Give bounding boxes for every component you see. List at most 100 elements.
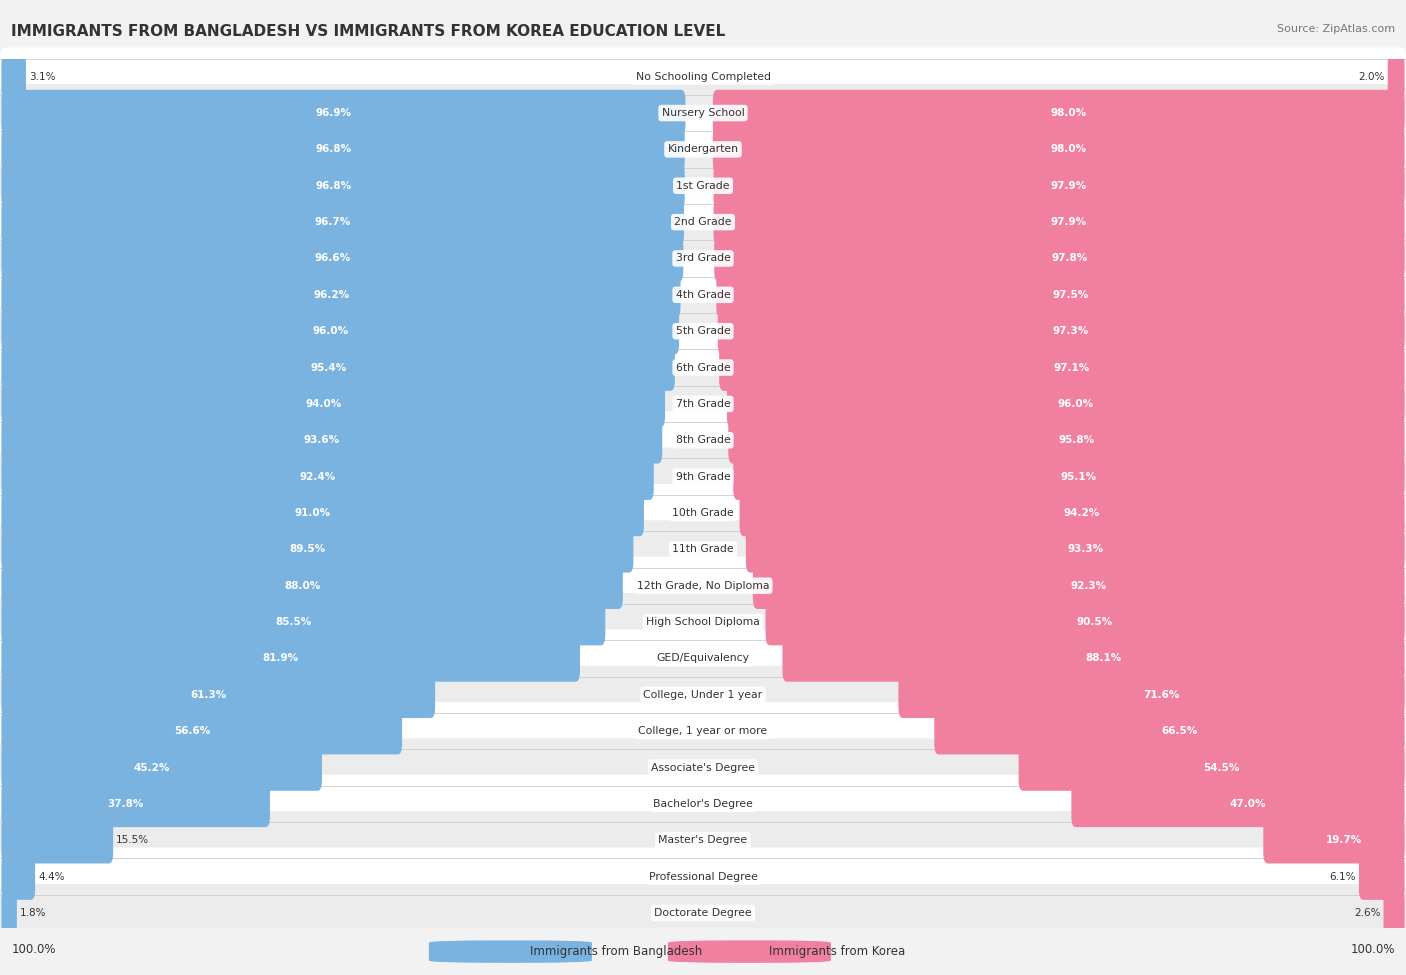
Text: 97.9%: 97.9% <box>1050 180 1087 191</box>
Text: 97.5%: 97.5% <box>1052 290 1088 300</box>
Text: Doctorate Degree: Doctorate Degree <box>654 908 752 917</box>
FancyBboxPatch shape <box>1264 817 1405 864</box>
FancyBboxPatch shape <box>1 126 685 173</box>
FancyBboxPatch shape <box>1 817 112 864</box>
FancyBboxPatch shape <box>1 599 606 645</box>
Text: 9th Grade: 9th Grade <box>676 472 730 482</box>
Text: 96.7%: 96.7% <box>315 217 352 227</box>
FancyBboxPatch shape <box>714 199 1405 246</box>
FancyBboxPatch shape <box>0 338 1406 397</box>
FancyBboxPatch shape <box>0 884 1406 942</box>
FancyBboxPatch shape <box>898 672 1405 718</box>
Text: 5th Grade: 5th Grade <box>676 327 730 336</box>
Text: 85.5%: 85.5% <box>276 617 312 627</box>
Text: Immigrants from Korea: Immigrants from Korea <box>769 945 905 958</box>
FancyBboxPatch shape <box>1071 781 1405 827</box>
FancyBboxPatch shape <box>1 163 685 209</box>
Text: 1.8%: 1.8% <box>20 908 46 917</box>
Text: Nursery School: Nursery School <box>662 108 744 118</box>
FancyBboxPatch shape <box>728 417 1405 463</box>
Text: IMMIGRANTS FROM BANGLADESH VS IMMIGRANTS FROM KOREA EDUCATION LEVEL: IMMIGRANTS FROM BANGLADESH VS IMMIGRANTS… <box>11 24 725 39</box>
FancyBboxPatch shape <box>0 847 1406 906</box>
Text: 95.1%: 95.1% <box>1060 472 1097 482</box>
Text: 97.3%: 97.3% <box>1053 327 1090 336</box>
Text: 96.8%: 96.8% <box>315 180 352 191</box>
FancyBboxPatch shape <box>1 90 686 136</box>
FancyBboxPatch shape <box>1018 744 1405 791</box>
Text: 93.6%: 93.6% <box>304 435 340 446</box>
FancyBboxPatch shape <box>0 302 1406 361</box>
Text: 96.0%: 96.0% <box>1057 399 1094 409</box>
Text: 4th Grade: 4th Grade <box>676 290 730 300</box>
FancyBboxPatch shape <box>1 672 436 718</box>
FancyBboxPatch shape <box>1388 54 1405 100</box>
FancyBboxPatch shape <box>1 563 623 609</box>
Text: 81.9%: 81.9% <box>263 653 299 663</box>
FancyBboxPatch shape <box>1 526 634 572</box>
Text: 92.4%: 92.4% <box>299 472 336 482</box>
Text: 3.1%: 3.1% <box>28 72 55 82</box>
Text: Associate's Degree: Associate's Degree <box>651 762 755 772</box>
Text: 95.8%: 95.8% <box>1059 435 1094 446</box>
FancyBboxPatch shape <box>0 84 1406 142</box>
FancyBboxPatch shape <box>1 272 681 318</box>
Text: 2nd Grade: 2nd Grade <box>675 217 731 227</box>
Text: 6th Grade: 6th Grade <box>676 363 730 372</box>
FancyBboxPatch shape <box>1 853 35 900</box>
Text: Professional Degree: Professional Degree <box>648 872 758 881</box>
FancyBboxPatch shape <box>1 744 322 791</box>
Text: High School Diploma: High School Diploma <box>647 617 759 627</box>
Text: 93.3%: 93.3% <box>1067 544 1104 555</box>
FancyBboxPatch shape <box>0 374 1406 433</box>
Text: 96.8%: 96.8% <box>315 144 352 154</box>
FancyBboxPatch shape <box>718 308 1405 355</box>
Text: 100.0%: 100.0% <box>1350 943 1395 956</box>
FancyBboxPatch shape <box>1 199 685 246</box>
FancyBboxPatch shape <box>1 344 675 391</box>
Text: Immigrants from Bangladesh: Immigrants from Bangladesh <box>530 945 703 958</box>
Text: 4.4%: 4.4% <box>38 872 65 881</box>
FancyBboxPatch shape <box>1 489 644 536</box>
FancyBboxPatch shape <box>740 489 1405 536</box>
FancyBboxPatch shape <box>0 193 1406 252</box>
Text: 100.0%: 100.0% <box>11 943 56 956</box>
FancyBboxPatch shape <box>935 708 1405 755</box>
Text: 47.0%: 47.0% <box>1230 799 1265 809</box>
Text: 71.6%: 71.6% <box>1143 689 1180 700</box>
Text: 6.1%: 6.1% <box>1330 872 1355 881</box>
Text: Source: ZipAtlas.com: Source: ZipAtlas.com <box>1277 24 1395 34</box>
Text: 94.2%: 94.2% <box>1064 508 1099 518</box>
Text: 97.1%: 97.1% <box>1053 363 1090 372</box>
Text: 15.5%: 15.5% <box>115 836 149 845</box>
Text: 37.8%: 37.8% <box>108 799 143 809</box>
Text: 2.0%: 2.0% <box>1358 72 1385 82</box>
FancyBboxPatch shape <box>717 272 1405 318</box>
FancyBboxPatch shape <box>734 453 1405 500</box>
Text: No Schooling Completed: No Schooling Completed <box>636 72 770 82</box>
FancyBboxPatch shape <box>1360 853 1405 900</box>
FancyBboxPatch shape <box>714 163 1405 209</box>
FancyBboxPatch shape <box>1 417 662 463</box>
FancyBboxPatch shape <box>1 308 679 355</box>
FancyBboxPatch shape <box>1 380 665 427</box>
Text: 97.9%: 97.9% <box>1050 217 1087 227</box>
FancyBboxPatch shape <box>0 702 1406 760</box>
Text: 98.0%: 98.0% <box>1050 144 1087 154</box>
FancyBboxPatch shape <box>0 521 1406 578</box>
FancyBboxPatch shape <box>714 235 1405 282</box>
FancyBboxPatch shape <box>1384 889 1405 936</box>
Text: 88.0%: 88.0% <box>284 581 321 591</box>
Text: 7th Grade: 7th Grade <box>676 399 730 409</box>
FancyBboxPatch shape <box>0 738 1406 797</box>
FancyBboxPatch shape <box>0 775 1406 833</box>
Text: Master's Degree: Master's Degree <box>658 836 748 845</box>
Text: 61.3%: 61.3% <box>190 689 226 700</box>
Text: 96.0%: 96.0% <box>312 327 349 336</box>
Text: 90.5%: 90.5% <box>1077 617 1114 627</box>
FancyBboxPatch shape <box>0 811 1406 870</box>
Text: College, 1 year or more: College, 1 year or more <box>638 726 768 736</box>
FancyBboxPatch shape <box>1 54 27 100</box>
FancyBboxPatch shape <box>0 411 1406 469</box>
Text: 94.0%: 94.0% <box>305 399 342 409</box>
Text: 98.0%: 98.0% <box>1050 108 1087 118</box>
